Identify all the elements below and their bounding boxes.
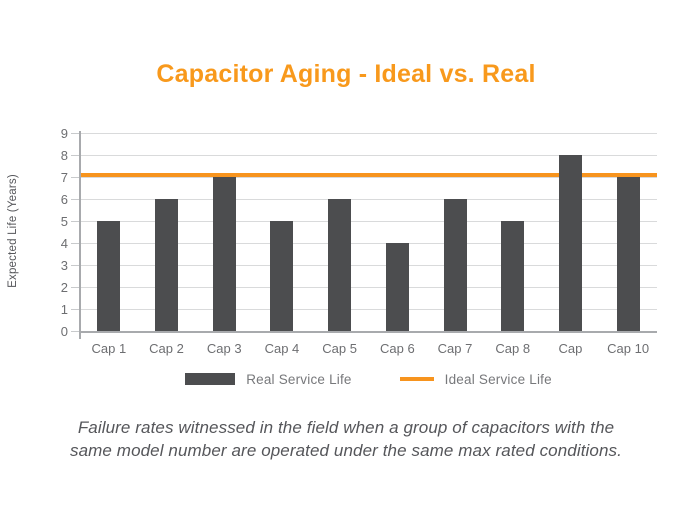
gridline-y-6 — [80, 199, 657, 200]
y-tick-mark-9 — [71, 133, 79, 134]
legend-item-real: Real Service Life — [185, 372, 351, 387]
y-tick-label-7: 7 — [60, 170, 68, 185]
bar-cap-10 — [616, 177, 640, 331]
x-tick-label-9: Cap — [558, 341, 583, 356]
caption-line-1: Failure rates witnessed in the field whe… — [77, 418, 615, 437]
gridline-y-4 — [80, 243, 657, 244]
gridline-y-2 — [80, 287, 657, 288]
y-tick-label-9: 9 — [60, 126, 68, 141]
bar-cap-2 — [155, 199, 179, 331]
bar-cap-7 — [443, 199, 467, 331]
x-tick-label-7: Cap 7 — [437, 341, 473, 356]
gridline-y-0 — [80, 331, 657, 333]
y-tick-label-1: 1 — [60, 302, 68, 317]
bar-cap-4 — [270, 221, 294, 331]
gridline-y-9 — [80, 133, 657, 134]
x-tick-label-3: Cap 3 — [206, 341, 242, 356]
y-tick-label-6: 6 — [60, 192, 68, 207]
bar-cap-3 — [212, 177, 236, 331]
bar-cap-5 — [328, 199, 352, 331]
y-tick-mark-2 — [71, 287, 79, 288]
gridline-y-1 — [80, 309, 657, 310]
y-tick-mark-6 — [71, 199, 79, 200]
chart-legend: Real Service Life Ideal Service Life — [80, 368, 657, 390]
x-tick-label-6: Cap 6 — [379, 341, 415, 356]
y-tick-mark-0 — [71, 331, 79, 332]
bar-cap-6 — [385, 243, 409, 331]
y-axis-line — [79, 131, 81, 339]
y-tick-label-5: 5 — [60, 214, 68, 229]
ideal-service-life-line — [80, 173, 657, 177]
real-service-life-swatch — [185, 373, 236, 385]
y-tick-mark-4 — [71, 243, 79, 244]
legend-label-real: Real Service Life — [246, 371, 352, 387]
chart-title: Capacitor Aging - Ideal vs. Real — [156, 60, 536, 88]
x-tick-label-2: Cap 2 — [149, 341, 184, 356]
ideal-service-life-swatch — [399, 377, 434, 381]
x-tick-label-1: Cap 1 — [91, 341, 127, 356]
y-tick-label-2: 2 — [60, 280, 68, 295]
x-tick-label-4: Cap 4 — [264, 341, 300, 356]
y-tick-label-8: 8 — [60, 148, 68, 163]
caption-line-2: same model number are operated under the… — [70, 441, 622, 460]
y-tick-mark-5 — [71, 221, 79, 222]
y-tick-mark-7 — [71, 177, 79, 178]
legend-label-ideal: Ideal Service Life — [444, 371, 552, 387]
y-tick-mark-8 — [71, 155, 79, 156]
y-tick-label-0: 0 — [60, 324, 68, 339]
x-tick-label-10: Cap 10 — [607, 341, 650, 356]
gridline-y-7 — [80, 177, 657, 178]
y-tick-mark-1 — [71, 309, 79, 310]
y-tick-label-3: 3 — [60, 258, 68, 273]
gridline-y-8 — [80, 155, 657, 156]
x-tick-label-8: Cap 8 — [495, 341, 531, 356]
x-tick-label-5: Cap 5 — [322, 341, 357, 356]
gridline-y-3 — [80, 265, 657, 266]
gridline-y-5 — [80, 221, 657, 222]
bar-cap — [558, 155, 582, 331]
chart-caption: Failure rates witnessed in the field whe… — [0, 416, 692, 462]
legend-item-ideal: Ideal Service Life — [399, 371, 552, 387]
bar-cap-1 — [97, 221, 121, 331]
y-tick-label-4: 4 — [60, 236, 68, 251]
y-axis-title: Expected Life (Years) — [7, 174, 19, 288]
bar-cap-8 — [501, 221, 525, 331]
y-tick-mark-3 — [71, 265, 79, 266]
